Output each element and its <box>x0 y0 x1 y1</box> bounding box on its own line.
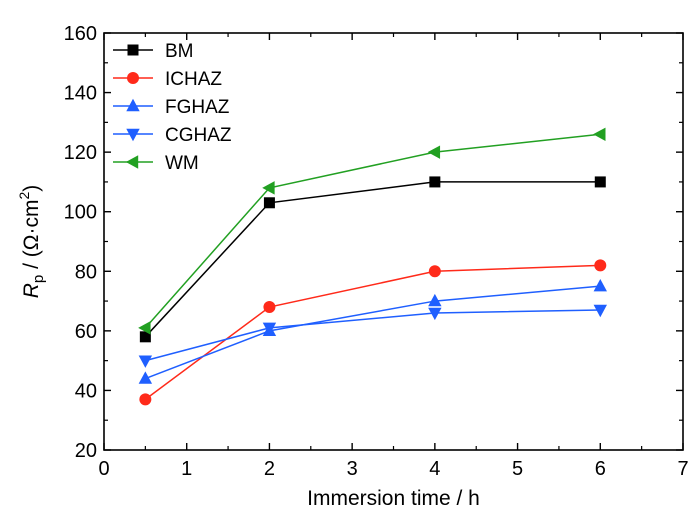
legend-marker <box>127 44 139 56</box>
x-tick-label: 7 <box>677 458 688 480</box>
legend-marker <box>125 155 139 169</box>
series-line <box>144 133 601 329</box>
x-tick-label: 3 <box>347 458 358 480</box>
data-point <box>138 371 153 384</box>
series-fghaz <box>138 278 607 384</box>
y-tick-label: 140 <box>64 83 97 105</box>
data-point <box>594 259 607 272</box>
legend-item: BM <box>113 41 194 62</box>
data-point <box>263 301 276 314</box>
series-line <box>145 309 601 362</box>
legend-label: WM <box>165 153 199 174</box>
legend-marker <box>126 128 140 142</box>
x-axis-label: Immersion time / h <box>307 487 480 510</box>
legend-label: FGHAZ <box>165 97 230 118</box>
legend-item: WM <box>113 153 199 174</box>
data-point <box>262 181 275 195</box>
series-line <box>144 181 601 338</box>
data-point <box>138 321 151 335</box>
y-axis-label-subscript: p <box>30 275 47 283</box>
series-cghaz <box>138 304 607 368</box>
data-point <box>429 176 441 188</box>
legend-label: ICHAZ <box>165 69 222 90</box>
data-point <box>139 393 152 406</box>
plot-frame <box>103 32 684 451</box>
legend-item: ICHAZ <box>113 69 222 90</box>
x-tick-label: 6 <box>595 458 606 480</box>
y-axis-label-unit-power: 2 <box>16 192 32 200</box>
x-tick-label: 2 <box>264 458 275 480</box>
series-line <box>145 285 601 380</box>
legend-label: CGHAZ <box>165 125 232 146</box>
legend-marker <box>127 72 139 84</box>
data-point <box>263 197 275 209</box>
data-point <box>593 278 607 292</box>
series-line <box>144 264 601 400</box>
data-point <box>138 355 153 368</box>
data-point <box>427 145 441 159</box>
legend: BM ICHAZ FGHAZ CGHAZ WM <box>113 41 232 174</box>
legend-label: BM <box>165 41 194 62</box>
x-tick-label: 4 <box>429 458 440 480</box>
data-point <box>594 176 606 188</box>
legend-item: FGHAZ <box>113 97 230 118</box>
data-point <box>262 322 277 336</box>
y-axis-label-unit: / (Ω·cm <box>20 200 43 275</box>
y-tick-label: 60 <box>75 321 97 343</box>
legend-marker <box>126 98 140 112</box>
y-tick-label: 20 <box>75 440 97 462</box>
y-tick-label: 100 <box>64 202 97 224</box>
plot-marks <box>138 127 607 406</box>
series-ichaz <box>139 259 607 406</box>
y-axis-label: Rp / (Ω·cm2) <box>16 185 47 299</box>
y-tick-label: 40 <box>75 380 97 402</box>
series-wm <box>138 127 606 335</box>
y-tick-label: 80 <box>75 261 97 283</box>
y-tick-label: 120 <box>64 142 97 164</box>
y-tick-label: 160 <box>64 23 97 45</box>
legend-item: CGHAZ <box>113 125 232 146</box>
axes: 0 1 2 3 4 5 6 7 20 40 60 80 100 120 140 160 <box>64 23 689 480</box>
series-bm <box>139 176 606 343</box>
y-axis-label-unit-close: ) <box>20 185 43 192</box>
data-point <box>428 293 442 307</box>
x-tick-label: 5 <box>512 458 523 480</box>
y-axis-label-symbol: R <box>20 283 43 298</box>
data-point <box>428 307 442 321</box>
data-point <box>593 127 606 141</box>
data-point <box>593 304 607 318</box>
x-tick-label: 1 <box>181 458 192 480</box>
data-point <box>428 265 441 278</box>
data-point <box>139 331 151 343</box>
x-tick-label: 0 <box>98 458 109 480</box>
